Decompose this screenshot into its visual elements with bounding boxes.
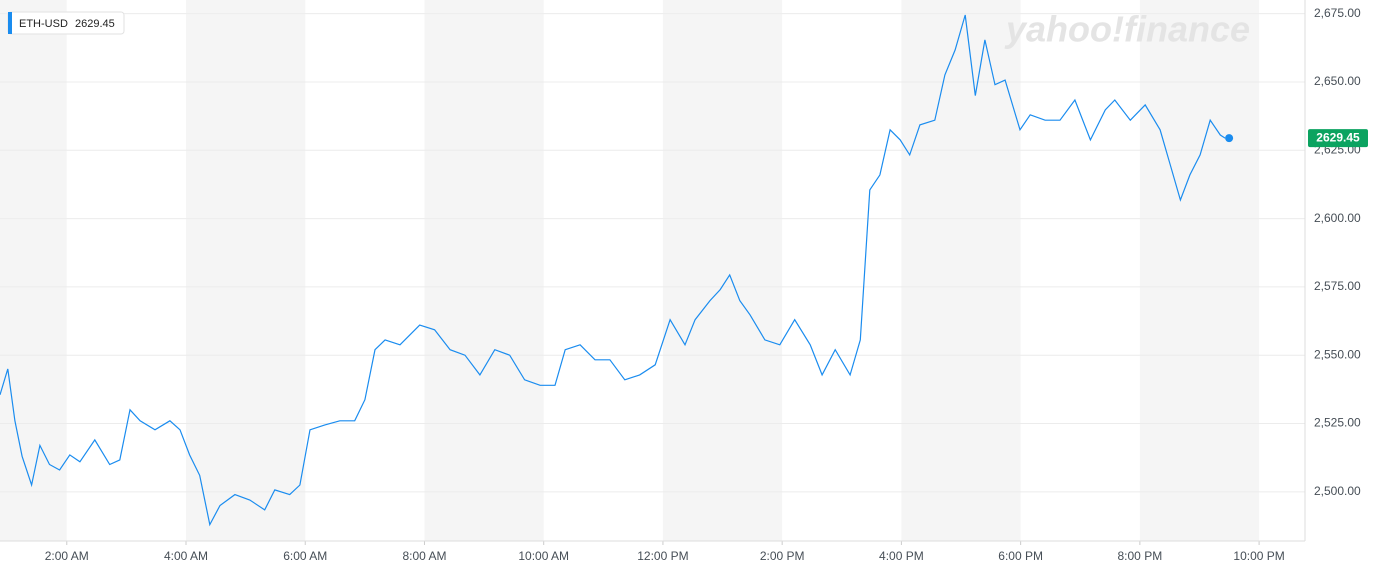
x-tick-label: 2:00 AM — [45, 549, 89, 563]
price-tag-label: 2629.45 — [1316, 130, 1360, 144]
band — [186, 0, 306, 541]
band — [0, 0, 67, 541]
y-tick-label: 2,650.00 — [1314, 74, 1361, 88]
band — [1139, 0, 1260, 541]
y-tick-label: 2,550.00 — [1314, 347, 1361, 361]
x-tick-label: 6:00 PM — [998, 549, 1043, 563]
price-tag — [1308, 129, 1368, 148]
y-tick-label: 2,675.00 — [1314, 6, 1361, 20]
y-tick-label: 2,600.00 — [1314, 211, 1361, 225]
x-tick-label: 12:00 PM — [637, 549, 688, 563]
x-tick-label: 8:00 PM — [1118, 549, 1163, 563]
band — [901, 0, 1021, 541]
legend-swatch — [8, 12, 12, 34]
x-tick-label: 10:00 AM — [518, 549, 569, 563]
y-tick-label: 2,575.00 — [1314, 279, 1361, 293]
x-tick-label: 4:00 AM — [164, 549, 208, 563]
x-tick-label: 8:00 AM — [402, 549, 446, 563]
band — [662, 0, 783, 541]
x-tick-label: 10:00 PM — [1233, 549, 1284, 563]
watermark: yahoo!finance — [1004, 9, 1250, 50]
x-tick-label: 2:00 PM — [760, 549, 805, 563]
x-tick-label: 6:00 AM — [283, 549, 327, 563]
x-tick-label: 4:00 PM — [879, 549, 924, 563]
last-point — [1225, 134, 1234, 143]
y-tick-label: 2,500.00 — [1314, 484, 1361, 498]
legend-name: ETH-USD — [19, 18, 68, 30]
legend-value: 2629.45 — [75, 18, 115, 30]
session-bands — [0, 0, 1259, 541]
band — [424, 0, 544, 541]
y-tick-label: 2,525.00 — [1314, 416, 1361, 430]
price-line — [0, 14, 1226, 527]
